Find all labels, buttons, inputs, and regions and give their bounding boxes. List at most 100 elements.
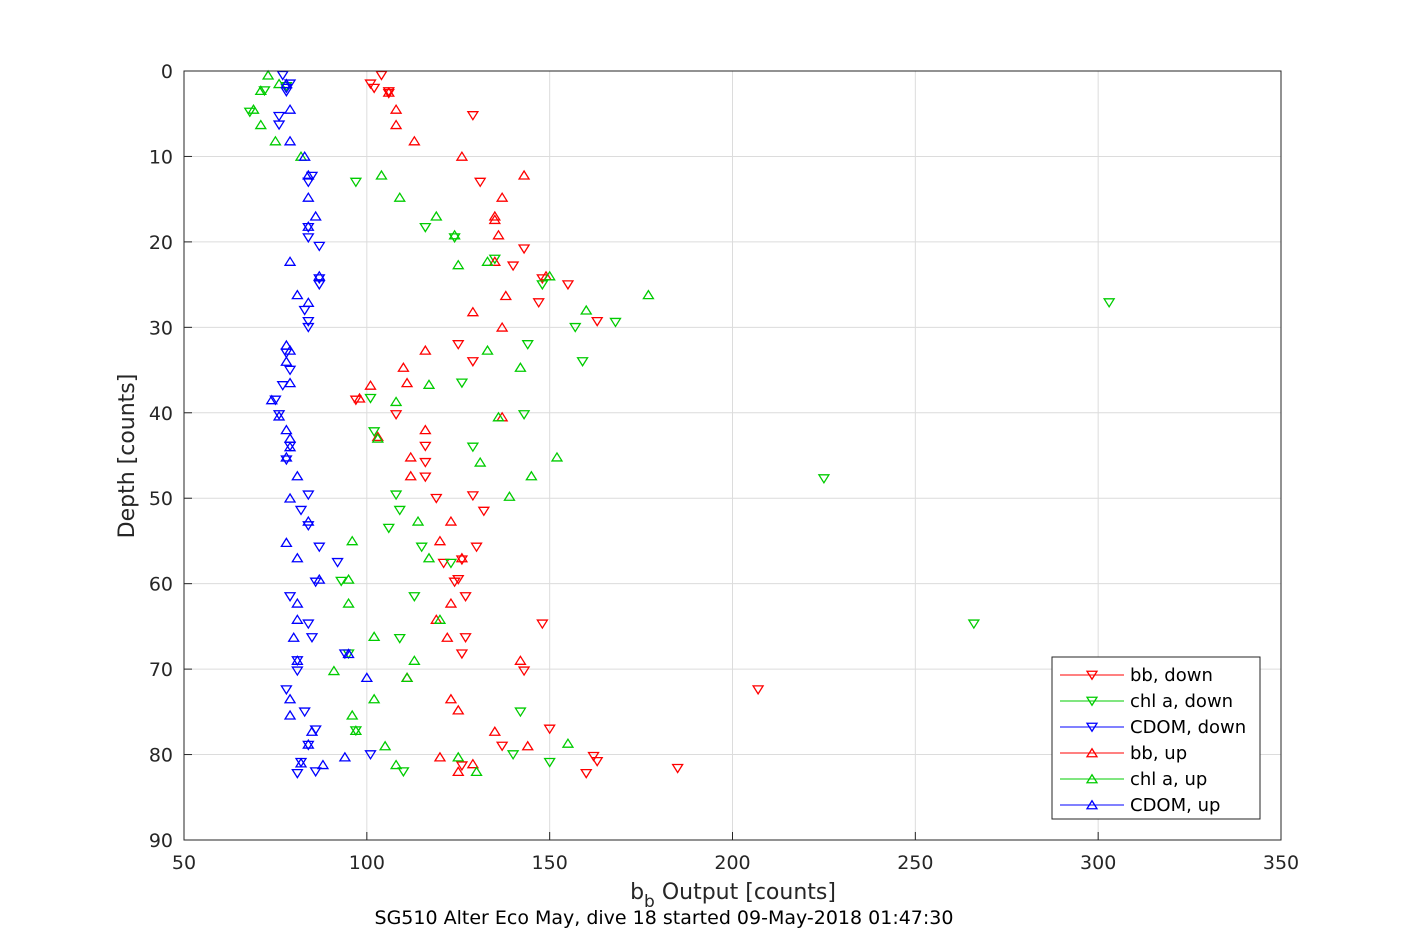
cdom-down-point: [309, 577, 322, 588]
chl-a-down-point: [367, 427, 381, 438]
chl-a-up-point: [367, 693, 381, 704]
x-tick-label: 350: [1263, 852, 1299, 874]
bb-down-point: [452, 574, 465, 585]
chl-a-down-point: [488, 254, 501, 265]
chl-a-down-point: [576, 357, 589, 367]
legend-marker-bb-up: [1085, 747, 1099, 758]
chl-a-down-point: [393, 633, 406, 644]
cdom-down-point: [302, 521, 315, 532]
chl-a-down-point: [609, 317, 622, 328]
bb-up-point: [389, 119, 403, 130]
chl-a-up-point: [422, 552, 436, 563]
cdom-up-point: [302, 169, 315, 180]
chl-a-up-point: [430, 210, 443, 221]
x-axis-label: bb Output [counts]: [630, 880, 836, 912]
chl-a-down-point: [419, 222, 432, 233]
chl-a-up-point: [327, 665, 341, 676]
chl-a-down-point: [243, 107, 256, 118]
legend-label-bb-up: bb, up: [1130, 743, 1187, 764]
chl-a-up-point: [408, 655, 421, 665]
chl-a-down-point: [817, 474, 831, 485]
chl-a-down-point: [506, 750, 520, 761]
cdom-down-point: [269, 395, 282, 406]
cdom-down-point: [302, 619, 315, 630]
bb-up-point: [466, 306, 480, 317]
cdom-up-point: [291, 470, 304, 481]
bb-up-point: [492, 229, 505, 240]
cdom-down-point: [313, 274, 326, 285]
cdom-down-point: [272, 111, 286, 122]
chl-a-down-point: [466, 442, 480, 453]
chl-a-down-point: [364, 393, 377, 404]
bb-down-point: [506, 261, 520, 272]
chl-a-down-point: [569, 322, 582, 333]
legend-label-bb-down: bb, down: [1130, 665, 1213, 686]
bb-down-point: [389, 410, 403, 420]
chl-a-down-point: [514, 707, 527, 718]
chl-a-up-point: [481, 344, 494, 355]
chl-a-up-point: [561, 737, 575, 748]
chl-a-up-point: [346, 535, 359, 546]
cdom-up-point: [280, 78, 293, 89]
cdom-down-point: [313, 280, 326, 291]
cdom-down-point: [280, 685, 293, 696]
cdom-down-point: [302, 316, 315, 327]
x-axis-label-rest: Output [counts]: [655, 880, 836, 905]
y-tick-label: 10: [149, 146, 173, 168]
cdom-up-point: [283, 377, 297, 388]
cdom-up-point: [283, 135, 297, 146]
x-tick-label: 100: [349, 852, 385, 874]
bb-up-point: [452, 766, 465, 777]
chl-a-up-point: [580, 304, 593, 315]
chl-a-up-point: [503, 491, 516, 501]
bb-down-point: [455, 761, 469, 772]
cdom-up-point: [360, 672, 374, 683]
y-tick-label: 20: [149, 232, 173, 254]
bb-down-point: [477, 506, 491, 517]
chl-a-up-point: [642, 289, 655, 300]
bb-down-point: [419, 457, 432, 468]
bb-up-point: [404, 470, 417, 481]
bb-down-point: [382, 88, 395, 99]
plot-frame: [183, 70, 1282, 841]
bb-up-point: [495, 191, 509, 202]
bb-up-point: [444, 597, 458, 608]
cdom-up-point: [291, 289, 304, 300]
cdom-up-point: [309, 210, 322, 221]
bb-down-point: [419, 441, 432, 452]
bb-down-point: [466, 357, 480, 367]
cdom-down-point: [305, 171, 319, 182]
bb-down-point: [430, 493, 443, 504]
chl-a-up-point: [272, 78, 286, 89]
chl-a-down-point: [967, 619, 981, 630]
y-tick-label: 0: [161, 61, 173, 83]
y-tick-label: 30: [149, 317, 173, 339]
chl-a-up-point: [342, 597, 355, 608]
bb-up-point: [444, 515, 458, 526]
bb-down-point: [470, 542, 483, 553]
x-axis-label-main: b: [630, 880, 644, 905]
chl-a-up-point: [342, 573, 355, 584]
chl-a-up-point: [367, 631, 381, 642]
bb-up-point: [364, 379, 377, 390]
bb-down-point: [448, 577, 461, 588]
chl-a-up-point: [400, 672, 414, 683]
cdom-up-point: [302, 738, 315, 749]
chl-a-down-point: [448, 233, 461, 244]
bb-up-point: [488, 210, 501, 221]
cdom-up-point: [313, 573, 326, 584]
bb-down-point: [459, 592, 472, 602]
cdom-down-point: [291, 768, 304, 779]
bb-up-point: [514, 655, 527, 665]
bb-down-point: [580, 768, 593, 779]
bb-up-point: [389, 103, 403, 114]
bb-down-point: [517, 666, 531, 677]
x-tick-label: 200: [714, 852, 750, 874]
cdom-down-point: [364, 750, 377, 761]
bb-up-point: [400, 377, 414, 388]
legend-box: [1051, 656, 1261, 820]
chl-a-up-point: [346, 709, 359, 720]
bb-up-point: [371, 431, 384, 442]
y-tick-label: 90: [149, 830, 173, 852]
chl-a-up-point: [269, 135, 282, 146]
